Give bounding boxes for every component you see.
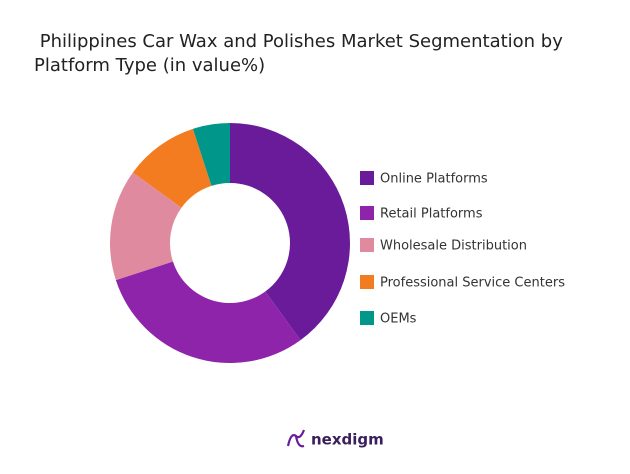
legend-label: Online Platforms — [380, 172, 488, 187]
legend-swatch — [360, 275, 374, 289]
legend-label: Retail Platforms — [380, 207, 483, 222]
logo-icon — [286, 429, 306, 448]
donut-slice — [109, 172, 182, 281]
donut-slice — [230, 123, 351, 341]
donut-slice — [115, 261, 301, 364]
legend-label: Wholesale Distribution — [380, 239, 527, 254]
brand-name: nexdigm — [311, 431, 384, 449]
legend-swatch — [360, 206, 374, 220]
legend-label: Professional Service Centers — [380, 276, 565, 291]
donut-slice — [192, 123, 230, 186]
donut-slice — [132, 128, 212, 208]
legend-swatch — [360, 311, 374, 325]
legend-swatch — [360, 171, 374, 185]
chart-title: Philippines Car Wax and Polishes Market … — [34, 31, 569, 76]
brand-logo: nexdigm — [286, 429, 384, 449]
legend-label: OEMs — [380, 312, 417, 327]
legend-swatch — [360, 238, 374, 252]
